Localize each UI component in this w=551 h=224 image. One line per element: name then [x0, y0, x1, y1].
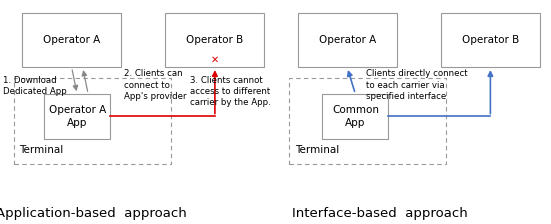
Text: Clients directly connect
to each carrier via
specified interface: Clients directly connect to each carrier…: [366, 69, 468, 101]
Text: Terminal: Terminal: [19, 144, 63, 155]
Bar: [165, 13, 264, 67]
Bar: [322, 94, 388, 139]
Bar: [289, 78, 446, 164]
Bar: [22, 13, 121, 67]
Text: 1. Download
Dedicated App: 1. Download Dedicated App: [3, 76, 67, 96]
Text: Operator A: Operator A: [318, 35, 376, 45]
Text: Operator A
App: Operator A App: [48, 105, 106, 128]
Text: Terminal: Terminal: [295, 144, 339, 155]
Text: ✕: ✕: [211, 55, 219, 65]
Bar: [298, 13, 397, 67]
Text: 3. Clients cannot
access to different
carrier by the App.: 3. Clients cannot access to different ca…: [190, 76, 271, 107]
Text: Interface-based  approach: Interface-based approach: [293, 207, 468, 220]
Bar: [44, 94, 110, 139]
Text: Application-based  approach: Application-based approach: [0, 207, 186, 220]
Text: 2. Clients can
connect to
App's provider: 2. Clients can connect to App's provider: [124, 69, 186, 101]
Text: Operator B: Operator B: [462, 35, 519, 45]
Text: Common
App: Common App: [332, 105, 379, 128]
Text: Operator B: Operator B: [186, 35, 244, 45]
Bar: [14, 78, 171, 164]
Text: Operator A: Operator A: [43, 35, 100, 45]
Bar: [441, 13, 540, 67]
